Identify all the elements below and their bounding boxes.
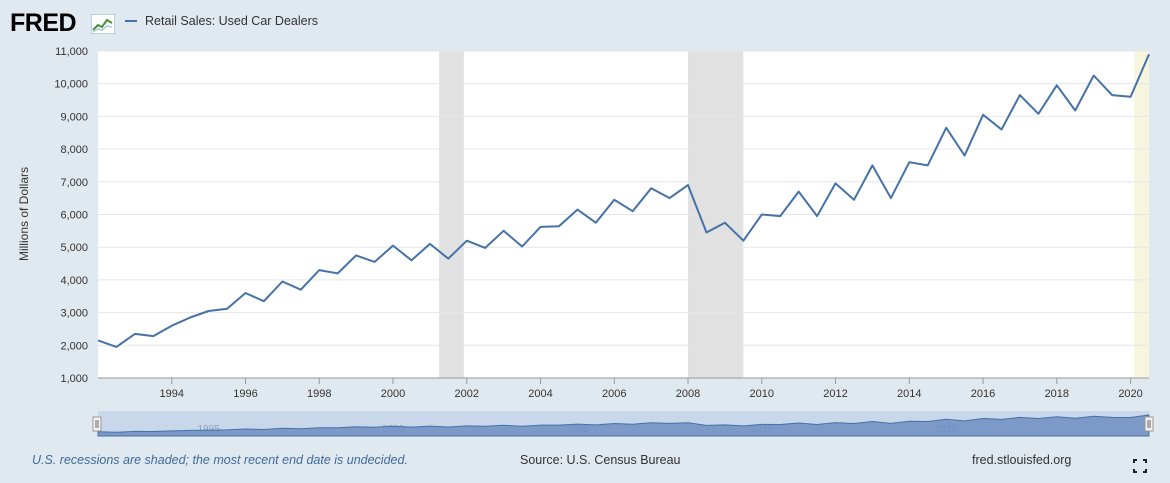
navigator-series-area bbox=[97, 414, 1150, 437]
y-axis-label: Millions of Dollars bbox=[17, 167, 31, 261]
fred-logo-text: FRED bbox=[10, 9, 77, 37]
x-tick-label: 2014 bbox=[897, 388, 921, 400]
y-tick-label: 3,000 bbox=[60, 308, 88, 320]
fred-logo[interactable]: FRED bbox=[10, 8, 120, 38]
x-tick-label: 2008 bbox=[676, 388, 700, 400]
y-tick-label: 10,000 bbox=[54, 79, 88, 91]
legend-series-swatch bbox=[125, 20, 137, 22]
y-tick-label: 5,000 bbox=[60, 242, 88, 254]
trend-graph-icon bbox=[91, 14, 115, 34]
y-tick-label: 1,000 bbox=[60, 373, 88, 385]
y-tick-label: 4,000 bbox=[60, 275, 88, 287]
series-line-used-car-dealers[interactable] bbox=[97, 53, 1150, 348]
legend-series-label: Retail Sales: Used Car Dealers bbox=[145, 14, 318, 28]
x-tick-label: 2000 bbox=[381, 388, 405, 400]
navigator-left-handle[interactable] bbox=[92, 416, 102, 432]
site-link[interactable]: fred.stlouisfed.org bbox=[972, 453, 1072, 467]
y-tick-label: 7,000 bbox=[60, 177, 88, 189]
x-tick-label: 1996 bbox=[233, 388, 257, 400]
y-tick-label: 8,000 bbox=[60, 144, 88, 156]
x-tick-label: 2002 bbox=[455, 388, 479, 400]
x-tick-label: 2020 bbox=[1118, 388, 1142, 400]
y-tick-label: 6,000 bbox=[60, 210, 88, 222]
range-navigator[interactable]: 19952000200520102015 bbox=[92, 411, 1154, 437]
x-tick-label: 2006 bbox=[602, 388, 626, 400]
x-tick-label: 1994 bbox=[160, 388, 184, 400]
x-tick-label: 2010 bbox=[750, 388, 774, 400]
x-tick-label: 2018 bbox=[1045, 388, 1069, 400]
x-tick-label: 2012 bbox=[823, 388, 847, 400]
chart-legend: Retail Sales: Used Car Dealers bbox=[125, 14, 318, 28]
navigator-tick-label: 1995 bbox=[198, 424, 221, 435]
y-tick-label: 9,000 bbox=[60, 111, 88, 123]
x-tick-label: 2016 bbox=[971, 388, 995, 400]
y-tick-label: 11,000 bbox=[55, 46, 88, 58]
line-chart: 1,000 2,000 3,000 4,000 5,000 6,000 7,000 8,000… bbox=[17, 46, 1154, 437]
source-text: Source: U.S. Census Bureau bbox=[520, 453, 681, 467]
recession-note: U.S. recessions are shaded; the most rec… bbox=[32, 453, 408, 467]
fullscreen-icon[interactable] bbox=[1133, 459, 1147, 473]
x-tick-label: 2004 bbox=[528, 388, 552, 400]
x-tick-label: 1998 bbox=[307, 388, 331, 400]
navigator-right-handle[interactable] bbox=[1144, 416, 1154, 432]
y-tick-label: 2,000 bbox=[60, 340, 88, 352]
